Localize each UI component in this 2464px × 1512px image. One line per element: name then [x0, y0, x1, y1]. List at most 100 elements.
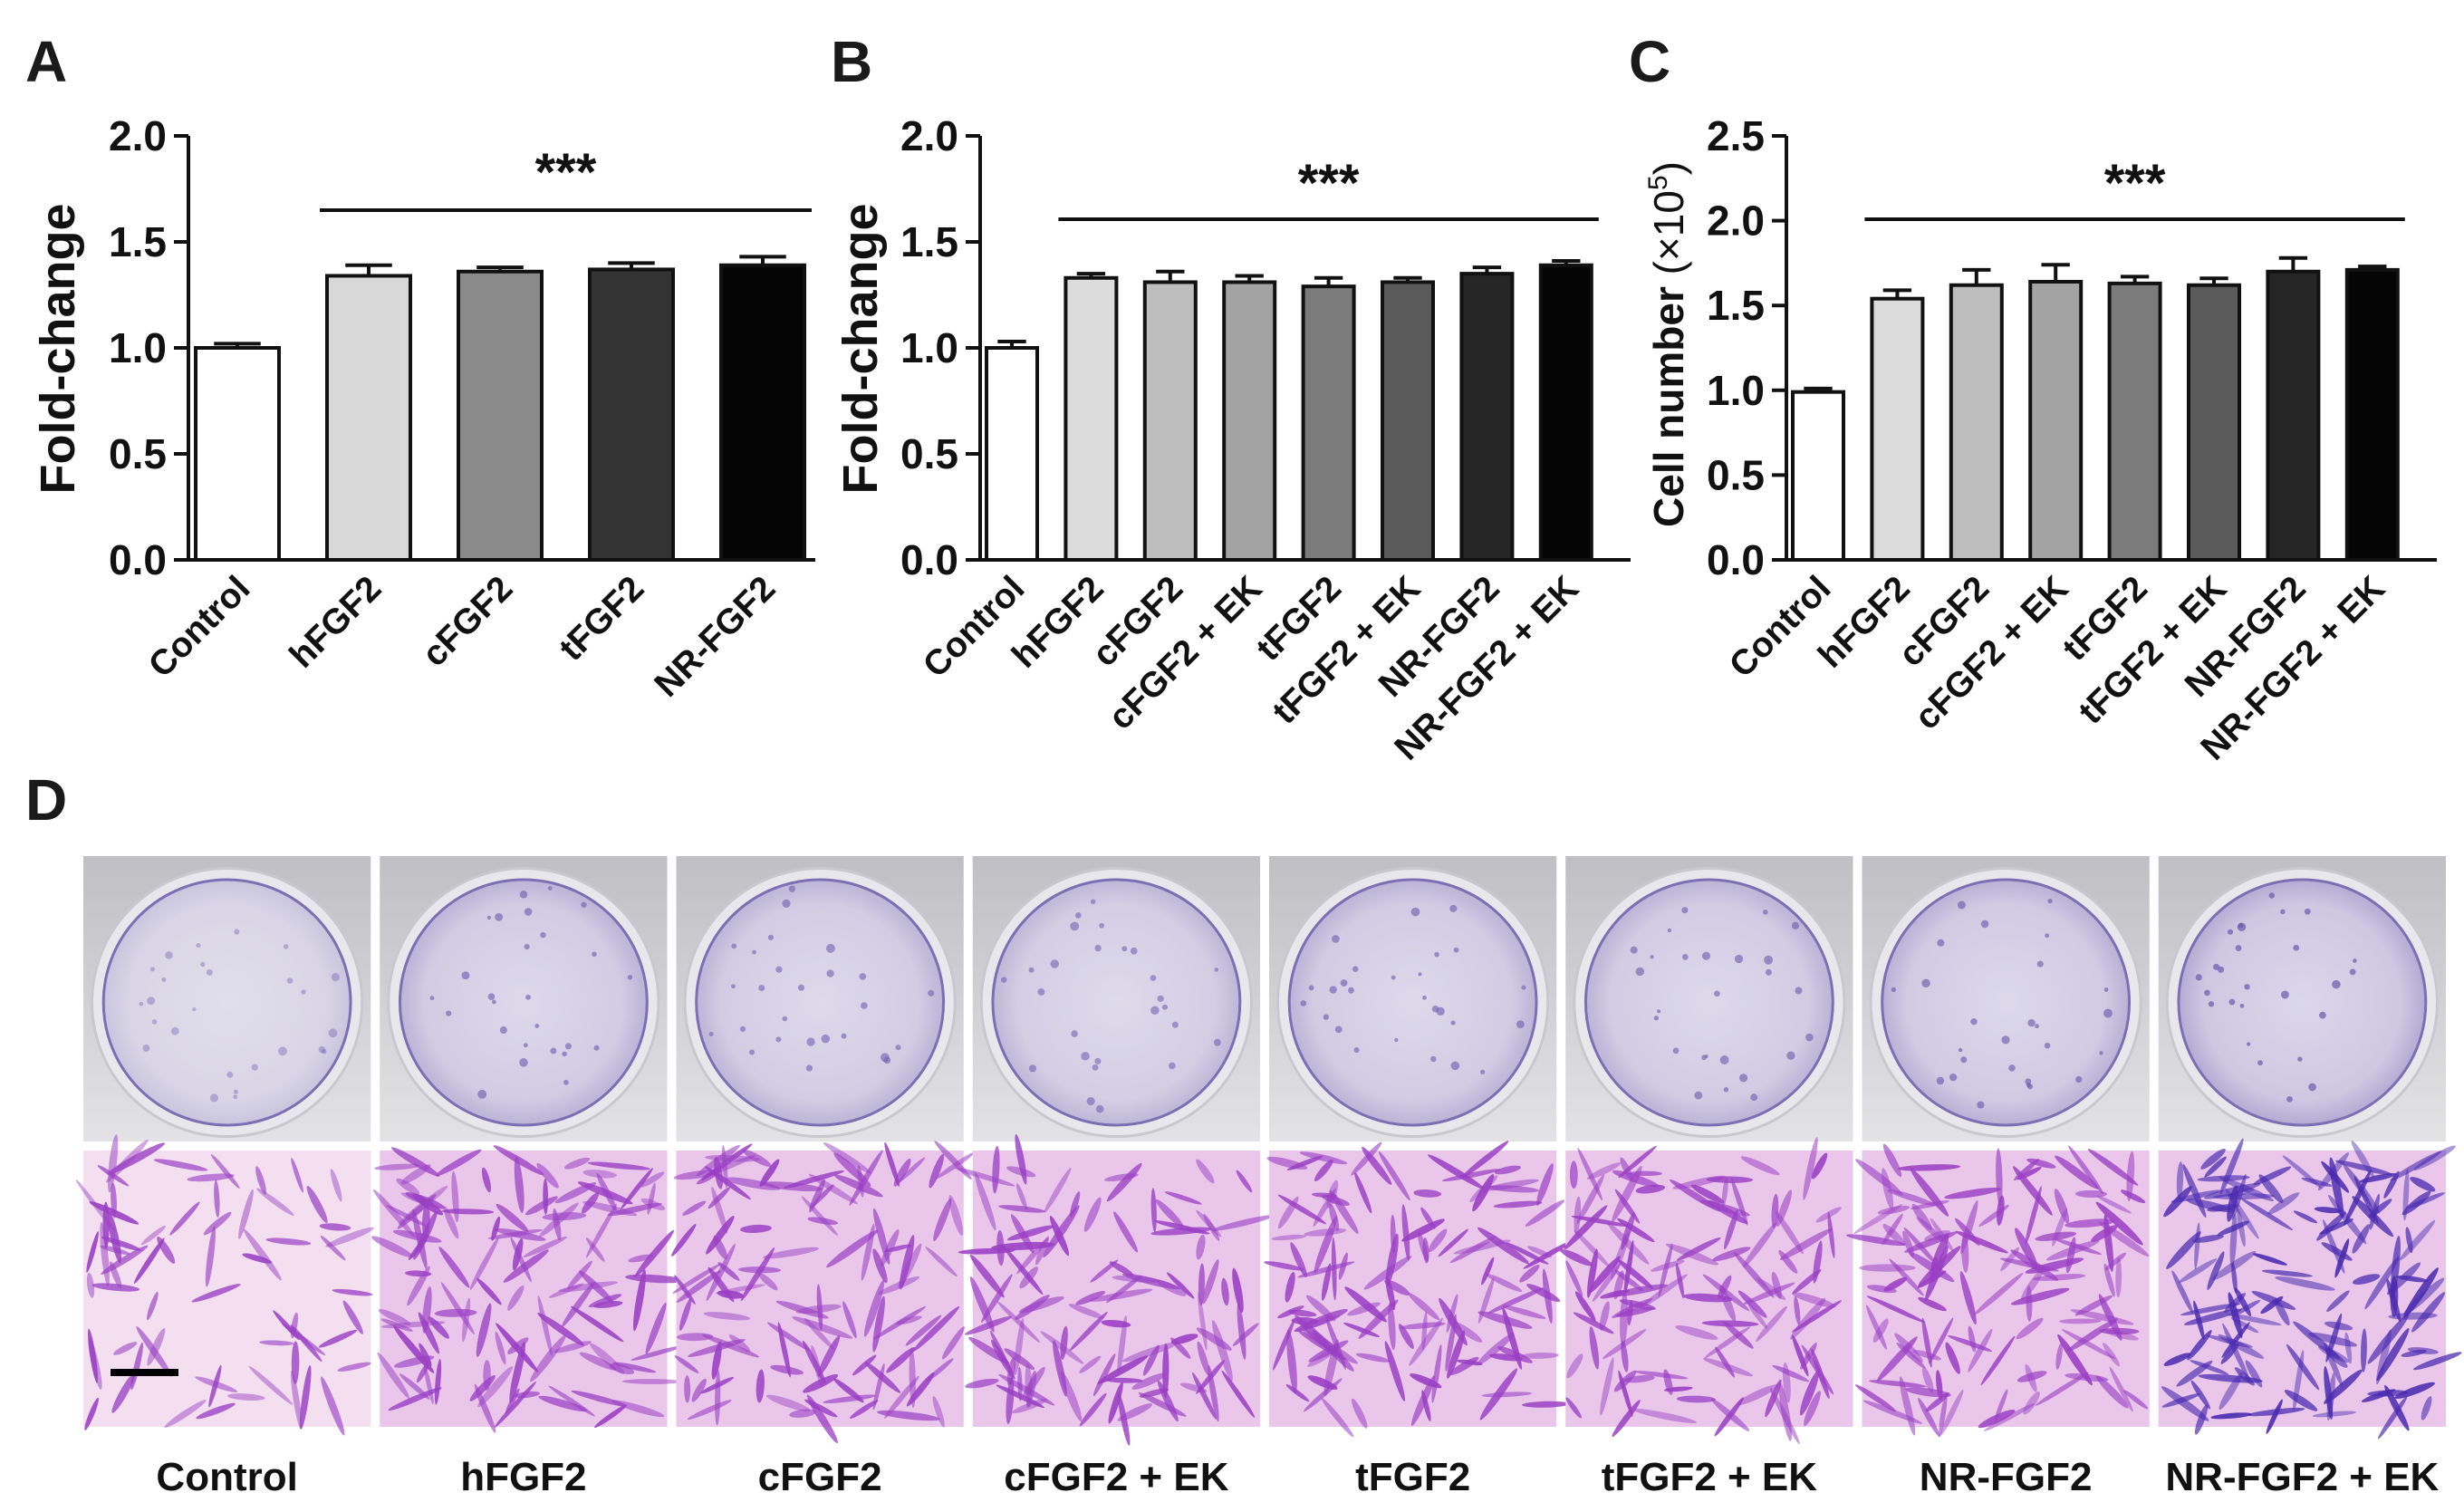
dish-speckle — [1739, 1074, 1748, 1083]
dish-speckle — [1630, 946, 1638, 954]
dish-speckle — [1070, 921, 1080, 931]
micrograph-cell — [611, 1400, 665, 1418]
micrograph-cell — [1921, 1366, 1934, 1393]
chart-a-bar — [588, 267, 675, 562]
micrograph-cell — [1329, 1203, 1340, 1232]
dish-speckle — [1805, 1033, 1814, 1042]
dish-speckle — [278, 1046, 287, 1056]
micrograph-cell — [1428, 1154, 1484, 1189]
dish-speckle — [775, 1036, 782, 1043]
micrograph-cell — [1006, 1225, 1054, 1241]
micrograph-cell — [969, 1254, 1005, 1298]
micrograph-cell — [1959, 1271, 1977, 1325]
micrograph-cell — [1384, 1279, 1410, 1295]
micrograph-cell — [1854, 1384, 1896, 1412]
micrograph-cell — [1075, 1291, 1106, 1305]
micrograph-cell — [1996, 1148, 2003, 1207]
panel-label-b: B — [831, 29, 872, 94]
micrograph-cell — [1564, 1205, 1608, 1250]
micrograph-cell — [1004, 1247, 1044, 1295]
micrograph-cell — [1771, 1271, 1782, 1299]
dish-speckle — [233, 1089, 238, 1094]
micrograph-cell — [2359, 1172, 2397, 1183]
chart-a-ytick-label: 1.0 — [109, 324, 167, 371]
micrograph-cell — [2376, 1328, 2410, 1382]
micrograph-cell — [75, 1180, 116, 1232]
micrograph-cell — [1314, 1216, 1338, 1274]
dish-speckle — [2075, 1075, 2083, 1083]
micrograph-cell — [878, 1276, 920, 1295]
chart-b-ytick-label: 2.0 — [900, 112, 958, 159]
micrograph-cell — [2353, 1176, 2380, 1225]
micrograph-cell — [2109, 1366, 2133, 1412]
micrograph-cell — [2023, 1391, 2040, 1415]
micrograph-cell — [1791, 1292, 1836, 1308]
dish-speckle — [2247, 1042, 2251, 1046]
dish-speckle — [283, 944, 289, 949]
micrograph-cell — [2057, 1334, 2093, 1386]
micrograph-cell — [701, 1143, 753, 1181]
micrograph-cell — [2317, 1345, 2350, 1363]
micrograph-cell — [877, 1410, 940, 1421]
chart-b-bar — [1538, 263, 1593, 562]
micrograph-cell — [1747, 1303, 1768, 1329]
dish-speckle — [1099, 922, 1104, 929]
micrograph-cell — [86, 1272, 95, 1298]
micrograph-cell — [542, 1212, 587, 1221]
dish-speckle — [1949, 1073, 1958, 1082]
micrograph-cell — [912, 1305, 960, 1352]
dish-speckle — [2257, 1060, 2263, 1066]
micrograph-cell — [1388, 1302, 1396, 1351]
chart-a-ytick-label: 0.0 — [109, 536, 167, 583]
dish-speckle — [234, 929, 240, 935]
dish-speckle — [196, 943, 201, 949]
dish-speckle — [731, 984, 736, 989]
chart-a-ytick-label: 1.5 — [109, 218, 167, 265]
micrograph-cell — [789, 1409, 816, 1418]
micrograph-cell — [1097, 1355, 1149, 1384]
dish-speckle — [491, 999, 496, 1005]
micrograph-cell — [1445, 1314, 1457, 1372]
micrograph-cell — [1592, 1263, 1622, 1302]
micrograph-cell — [941, 1326, 965, 1360]
micrograph-cell — [2266, 1399, 2283, 1434]
dish-speckle — [1090, 899, 1096, 905]
micrograph-cell — [88, 1337, 102, 1390]
micrograph-cell — [2171, 1270, 2194, 1315]
micrograph-cell — [2411, 1292, 2446, 1333]
micrograph-cell — [554, 1182, 597, 1204]
micrograph-cell — [290, 1370, 303, 1430]
micrograph-cell — [418, 1312, 440, 1354]
micrograph-cell — [2240, 1198, 2294, 1231]
micrograph-cell — [474, 1383, 496, 1433]
micrograph-cell — [1610, 1231, 1630, 1280]
micrograph-cell — [1911, 1203, 1932, 1230]
dish-speckle — [2238, 922, 2244, 929]
micrograph-cell — [2025, 1186, 2042, 1246]
chart-b-ytick-label: 0.5 — [900, 430, 958, 477]
micrograph-cell — [1472, 1174, 1495, 1212]
dish-speckle — [859, 973, 867, 980]
micrograph-cell — [1502, 1305, 1546, 1319]
micrograph-cell — [1853, 1204, 1903, 1235]
micrograph-cell — [164, 1400, 207, 1428]
dish-speckle — [477, 1089, 487, 1099]
dish-speckle — [1750, 1093, 1758, 1102]
micrograph-cell — [1718, 1275, 1732, 1299]
micrograph-cell — [1477, 1227, 1530, 1265]
micrograph-cell — [113, 1342, 138, 1355]
micrograph-cell — [108, 1134, 119, 1193]
micrograph-cell — [2074, 1295, 2113, 1316]
micrograph-cell — [1862, 1400, 1922, 1424]
micrograph-cell — [2247, 1407, 2305, 1417]
micrograph-cell — [2194, 1404, 2209, 1435]
micrograph-cell — [380, 1318, 413, 1332]
micrograph-cell — [1569, 1160, 1578, 1189]
micrograph-cell — [169, 1201, 200, 1236]
chart-a: Fold-change 0.0 0.5 1.0 1.5 2.0 Control hFGF2 c… — [31, 112, 815, 705]
micrograph-cell — [707, 1266, 735, 1303]
chart-b-bar — [1301, 284, 1356, 562]
micrograph-cell — [1344, 1286, 1387, 1323]
micrograph-cell — [2245, 1360, 2263, 1388]
micrograph-cell — [1983, 1402, 2036, 1431]
